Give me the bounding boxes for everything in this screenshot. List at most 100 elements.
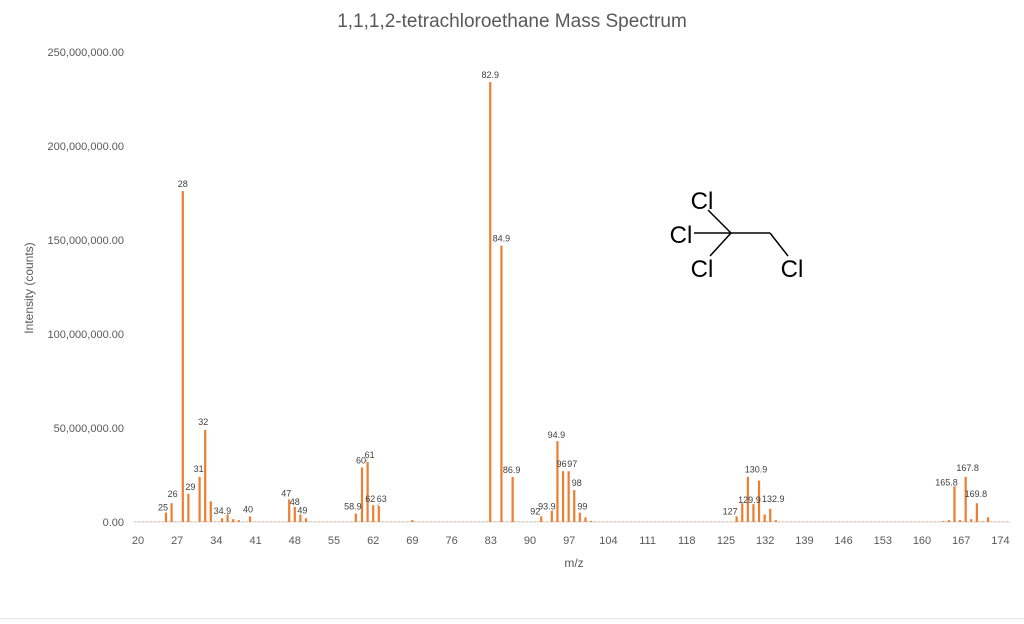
- spectrum-bar: [248, 516, 252, 522]
- label-leader-lines: [365, 458, 381, 507]
- y-axis-ticks: 0.00 50,000,000.00 100,000,000.00 150,000,0…: [48, 47, 124, 529]
- atom-label-cl-right: Cl: [781, 256, 804, 283]
- chart-title: 1,1,1,2-tetrachloroethane Mass Spectrum: [337, 11, 687, 32]
- peak-label: 31: [194, 464, 204, 474]
- spectrum-bar: [942, 521, 945, 522]
- spectrum-bar: [204, 429, 207, 522]
- spectrum-bar: [411, 520, 414, 522]
- spectrum-bar: [763, 514, 766, 522]
- spectrum-bar: [947, 520, 950, 522]
- x-tick-label: 111: [639, 535, 656, 547]
- peak-label: 130.9: [745, 465, 768, 475]
- leader-line: [376, 502, 381, 507]
- spectrum-bar: [489, 82, 492, 522]
- spectrum-bar: [958, 520, 962, 522]
- spectrum-bar: [232, 519, 235, 522]
- spectrum-bar: [746, 476, 749, 522]
- spectrum-bar: [540, 516, 543, 522]
- peak-label: 62: [365, 494, 375, 504]
- spectrum-bar: [354, 513, 357, 522]
- peak-label: 58.9: [344, 502, 362, 512]
- x-tick-label: 97: [563, 535, 575, 547]
- spectrum-bar: [500, 245, 503, 522]
- spectrum-bar: [981, 521, 984, 522]
- atom-label-cl-top: Cl: [691, 188, 714, 215]
- y-axis-label: Intensity (counts): [22, 242, 36, 333]
- spectrum-bar: [578, 512, 581, 522]
- x-tick-label: 41: [249, 535, 261, 547]
- peak-label: 25: [158, 503, 168, 513]
- x-tick-label: 34: [210, 535, 222, 547]
- x-tick-label: 48: [289, 535, 301, 547]
- spectrum-bar: [304, 518, 308, 522]
- peak-label: 96: [557, 459, 567, 469]
- y-tick-label: 200,000,000.00: [48, 141, 124, 153]
- peak-label: 97: [567, 459, 577, 469]
- spectrum-bar: [164, 512, 168, 522]
- spectrum-bar: [220, 518, 224, 522]
- x-axis-ticks: 20 27 34 41 48 55 62 69 76 83 90 97 104 111 118 125 132 1…: [132, 535, 1010, 547]
- peak-label: 92: [530, 506, 540, 516]
- x-tick-label: 27: [171, 535, 183, 547]
- x-tick-label: 55: [328, 535, 340, 547]
- peak-label: 86.9: [503, 465, 521, 475]
- spectrum-bars: [164, 82, 990, 522]
- peak-label: 94.9: [548, 430, 566, 440]
- spectrum-bar: [757, 480, 761, 522]
- peak-label: 93.9: [538, 502, 556, 512]
- peak-label: 34.9: [214, 506, 232, 516]
- x-tick-label: 174: [991, 535, 1009, 547]
- spectrum-bar: [181, 191, 184, 522]
- peak-label: 49: [297, 505, 307, 515]
- x-tick-label: 76: [445, 535, 457, 547]
- x-tick-label: 139: [795, 535, 813, 547]
- spectrum-bar: [293, 506, 296, 522]
- peak-label: 132.9: [762, 494, 785, 504]
- spectrum-bar: [366, 461, 369, 522]
- x-tick-label: 160: [913, 535, 931, 547]
- spectrum-bar: [752, 504, 755, 522]
- x-tick-label: 167: [952, 535, 970, 547]
- x-tick-label: 125: [717, 535, 735, 547]
- peak-label: 47: [281, 488, 291, 498]
- spectrum-bar: [769, 508, 772, 522]
- leader-line: [365, 458, 368, 463]
- spectrum-bar: [377, 506, 380, 522]
- x-tick-label: 132: [756, 535, 774, 547]
- spectrum-bar: [589, 520, 593, 522]
- spectrum-bar: [986, 517, 990, 522]
- bond-c-cl-right: [769, 232, 789, 257]
- peak-label: 169.8: [965, 489, 988, 499]
- spectrum-bar: [209, 501, 212, 522]
- spectrum-bar: [953, 486, 956, 522]
- peak-label: 28: [178, 179, 188, 189]
- peak-label: 60: [356, 455, 366, 465]
- spectrum-bar: [561, 471, 565, 522]
- y-tick-label: 100,000,000.00: [48, 329, 124, 341]
- atom-label-cl-left: Cl: [670, 222, 693, 249]
- spectrum-bar: [237, 520, 240, 522]
- peak-label: 61: [365, 450, 375, 460]
- peak-label: 99: [577, 502, 587, 512]
- bottom-divider: [0, 618, 1024, 619]
- peak-label: 84.9: [493, 234, 511, 244]
- x-tick-label: 146: [834, 535, 852, 547]
- y-tick-label: 250,000,000.00: [48, 47, 124, 59]
- molecule-structure: Cl Cl Cl Cl: [670, 188, 804, 283]
- spectrum-bar: [975, 503, 978, 522]
- y-tick-label: 50,000,000.00: [54, 423, 124, 435]
- peak-label: 98: [572, 478, 582, 488]
- spectrum-bar: [360, 467, 364, 522]
- y-tick-label: 150,000,000.00: [48, 235, 124, 247]
- x-tick-label: 83: [485, 535, 497, 547]
- spectrum-bar: [550, 510, 553, 522]
- spectrum-bar: [170, 503, 173, 522]
- peak-label: 48: [290, 497, 300, 507]
- spectrum-bar: [226, 514, 229, 522]
- x-tick-label: 20: [132, 535, 144, 547]
- spectrum-bar: [964, 476, 967, 522]
- peak-label: 127: [723, 506, 738, 516]
